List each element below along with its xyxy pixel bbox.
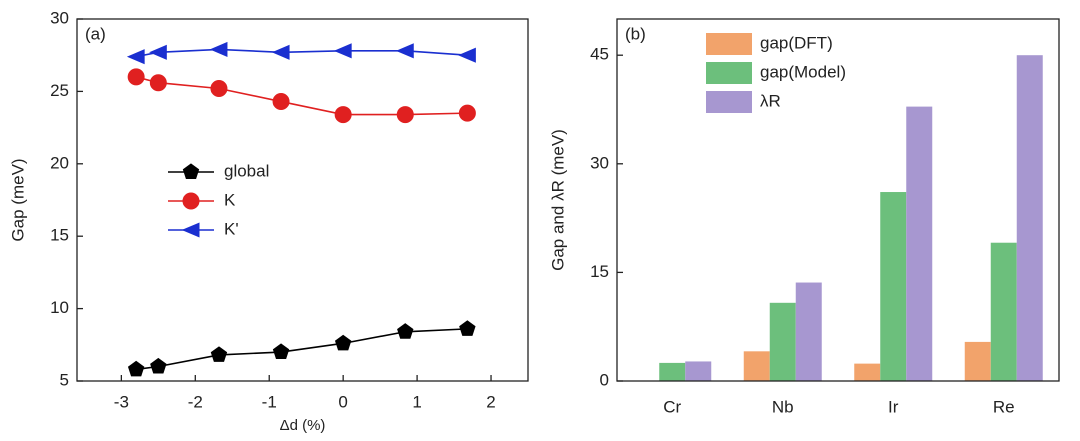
marker [397,323,414,339]
marker [459,320,476,336]
marker [334,334,352,351]
bar [854,363,881,381]
marker [209,41,228,57]
x-tick-label: -1 [262,392,277,411]
marker [149,44,167,60]
legend-label: λR [760,91,781,110]
legend-swatch [706,33,752,55]
y-tick-label: 0 [600,370,609,389]
marker [181,222,200,238]
legend-label: global [224,161,269,180]
marker [272,93,290,111]
x-tick-label: 2 [486,392,495,411]
marker [210,80,228,98]
bar [880,192,907,381]
marker [182,163,200,179]
legend-swatch [706,62,752,84]
x-axis-label: Δd (%) [280,417,326,434]
bar [906,106,933,381]
marker [150,357,167,374]
marker [334,106,352,124]
legend-swatch [706,91,752,113]
legend-label: gap(DFT) [760,33,833,52]
panel-label: (a) [85,24,106,43]
y-tick-label: 10 [50,298,69,317]
marker [127,68,145,86]
plot-frame [616,18,1060,382]
bar [964,341,991,381]
x-tick-label: -2 [188,392,203,411]
bar [659,362,686,381]
marker [149,74,167,92]
marker [182,192,200,210]
y-tick-label: 30 [50,8,69,27]
series-line [135,76,468,116]
marker [458,47,476,63]
y-tick-label: 30 [590,153,609,172]
series-line [136,328,468,371]
marker [210,346,228,362]
y-tick-label: 15 [590,262,609,281]
legend-label: K [224,190,236,209]
panel-label: (b) [625,24,646,43]
x-tick-label: -3 [114,392,129,411]
marker [333,43,352,59]
y-tick-label: 45 [590,45,609,64]
marker [395,43,414,59]
x-tick-label: Re [993,397,1015,416]
plot-frame [76,18,529,382]
bar [769,302,796,381]
marker [127,360,145,377]
bar [743,351,770,381]
bar [795,282,822,381]
x-tick-label: Ir [888,397,899,416]
bar [990,242,1017,381]
x-tick-label: Cr [663,397,681,416]
bar [1016,55,1043,381]
marker [272,343,290,360]
marker [126,49,145,65]
series-line [135,48,468,58]
x-tick-label: 1 [412,392,421,411]
y-tick-label: 15 [50,226,69,245]
y-axis-label: Gap (meV) [8,158,27,241]
y-axis-label: Gap and λR (meV) [548,129,567,271]
marker [458,104,476,122]
y-tick-label: 5 [60,370,69,389]
y-tick-label: 25 [50,81,69,100]
legend-label: gap(Model) [760,62,846,81]
marker [271,44,290,60]
y-tick-label: 20 [50,153,69,172]
x-tick-label: Nb [772,397,794,416]
x-tick-label: 0 [338,392,347,411]
legend-label: K' [224,219,239,238]
bar [685,361,712,381]
marker [396,106,414,124]
